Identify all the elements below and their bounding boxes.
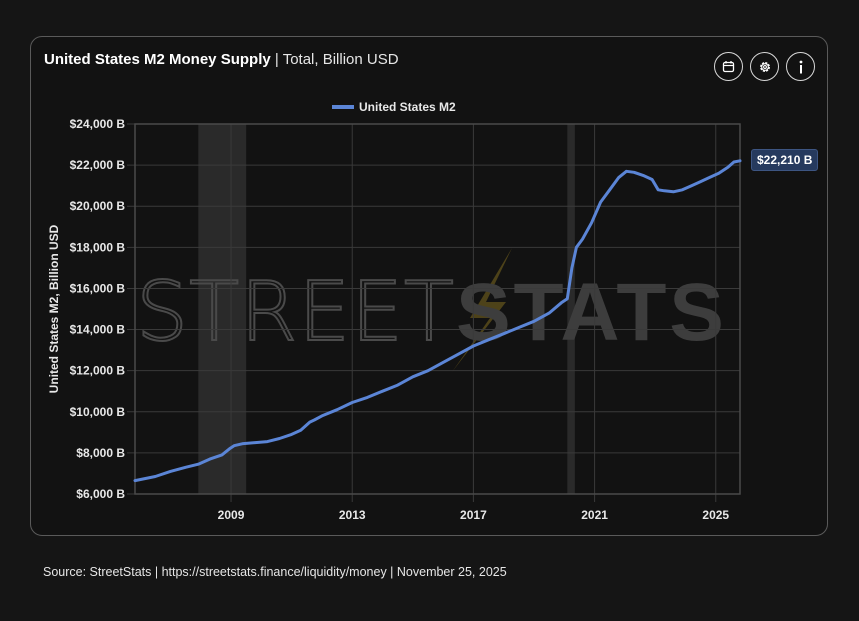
y-axis-title: United States M2, Billion USD: [47, 224, 61, 393]
y-tick-label: $22,000 B: [70, 158, 126, 172]
y-tick-label: $8,000 B: [76, 446, 125, 460]
title-main: United States M2 Money Supply: [44, 51, 271, 68]
calendar-button[interactable]: [714, 52, 743, 81]
x-tick-label: 2025: [702, 508, 729, 522]
y-tick-label: $16,000 B: [70, 281, 126, 295]
watermark-street: STREET: [136, 265, 456, 360]
plot-border: [134, 123, 741, 495]
info-button[interactable]: [786, 52, 815, 81]
x-tick-label: 2017: [460, 508, 487, 522]
x-tick-label: 2021: [581, 508, 608, 522]
recession-band: [198, 124, 247, 494]
legend-label: United States M2: [359, 100, 456, 114]
gear-icon: [759, 61, 770, 72]
y-tick-label: $12,000 B: [70, 364, 126, 378]
x-tick-label: 2009: [218, 508, 245, 522]
series-line: [133, 159, 742, 483]
y-tick-label: $6,000 B: [76, 487, 125, 501]
y-tick-label: $20,000 B: [70, 199, 126, 213]
source-text: Source: StreetStats | https://streetstat…: [43, 565, 507, 579]
y-tick-label: $14,000 B: [70, 323, 126, 337]
chart-title: United States M2 Money Supply | Total, B…: [44, 51, 399, 68]
watermark-bolt-icon: [452, 248, 512, 372]
end-value-label: $22,210 B: [751, 149, 819, 171]
calendar-icon: [722, 61, 735, 73]
recession-band: [567, 124, 575, 494]
settings-button[interactable]: [750, 52, 779, 81]
y-tick-label: $10,000 B: [70, 405, 126, 419]
title-subtitle: Total, Billion USD: [282, 51, 399, 68]
x-tick-label: 2013: [339, 508, 366, 522]
y-tick-label: $18,000 B: [70, 240, 126, 254]
info-icon: [799, 60, 802, 73]
toolbar: [714, 52, 815, 81]
y-tick-label: $24,000 B: [70, 117, 126, 131]
title-separator: |: [274, 51, 279, 68]
watermark-stats: STATS: [456, 267, 724, 358]
